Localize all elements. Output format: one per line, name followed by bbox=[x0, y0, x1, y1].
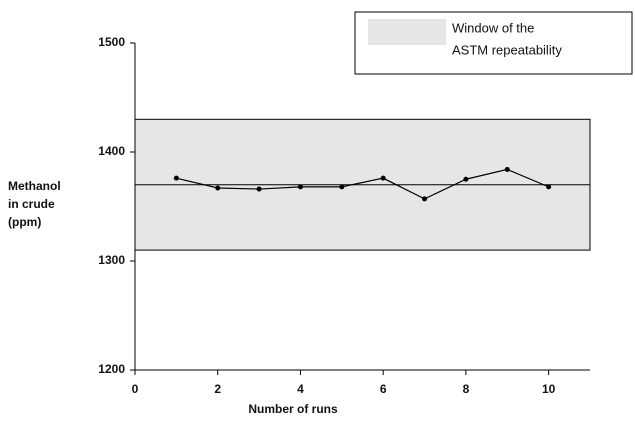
x-tick-label: 2 bbox=[214, 382, 221, 396]
data-point bbox=[504, 166, 510, 172]
data-point bbox=[173, 175, 179, 181]
x-tick-label: 10 bbox=[542, 382, 556, 396]
y-tick-label: 1300 bbox=[98, 253, 125, 267]
legend-label: ASTM repeatability bbox=[452, 42, 562, 57]
y-axis-label: (ppm) bbox=[8, 215, 41, 229]
y-tick-label: 1200 bbox=[98, 362, 125, 376]
legend-swatch bbox=[368, 19, 446, 45]
data-point bbox=[215, 185, 221, 191]
data-point bbox=[339, 184, 345, 190]
x-axis-label: Number of runs bbox=[248, 402, 338, 416]
data-point bbox=[546, 184, 552, 190]
data-point bbox=[463, 176, 469, 182]
legend-label: Window of the bbox=[452, 20, 534, 35]
y-axis-label: Methanol bbox=[8, 179, 61, 193]
data-point bbox=[256, 186, 262, 192]
x-tick-label: 8 bbox=[463, 382, 470, 396]
x-tick-label: 0 bbox=[132, 382, 139, 396]
y-tick-label: 1400 bbox=[98, 144, 125, 158]
data-line bbox=[176, 168, 549, 200]
data-point bbox=[297, 184, 303, 190]
y-tick-label: 1500 bbox=[98, 35, 125, 49]
y-axis-label: in crude bbox=[8, 197, 55, 211]
x-tick-label: 6 bbox=[380, 382, 387, 396]
data-point bbox=[380, 175, 386, 181]
x-tick-label: 4 bbox=[297, 382, 304, 396]
data-point bbox=[422, 196, 428, 202]
